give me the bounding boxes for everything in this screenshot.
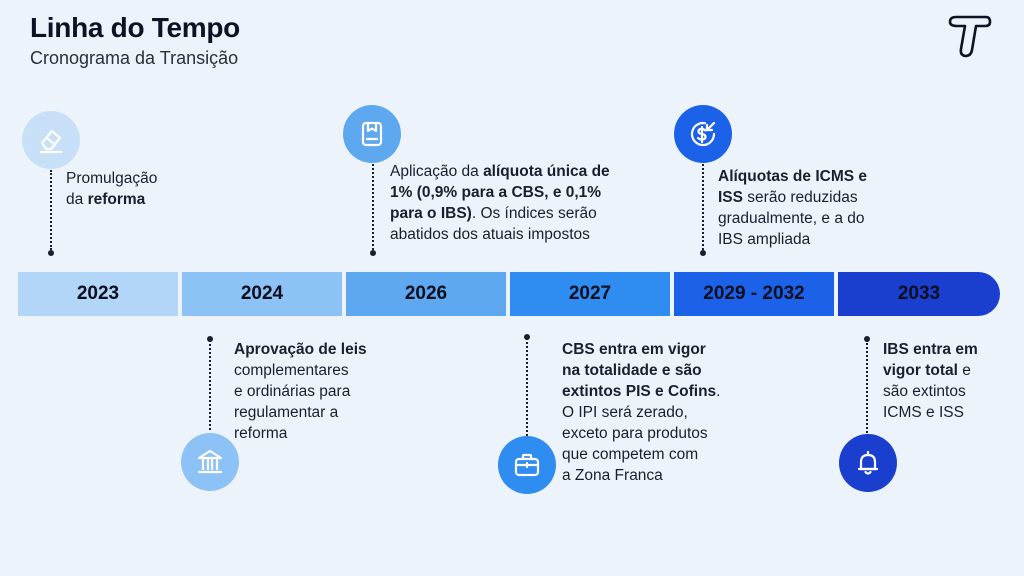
- event-2023-text: Promulgação da reforma: [66, 170, 158, 208]
- document-icon: [361, 121, 383, 147]
- timeline-bar-2029-2032: 2029 - 2032: [674, 272, 834, 316]
- year-label: 2024: [240, 283, 284, 304]
- connector-dot: [370, 250, 376, 256]
- timeline-bar-2027: 2027: [510, 272, 670, 316]
- bell-icon: [857, 450, 879, 475]
- timeline-bar-2026: 2026: [346, 272, 506, 316]
- eraser-icon: [39, 129, 63, 154]
- connector-line: [702, 164, 704, 250]
- timeline-bar-2024: 2024: [182, 272, 342, 316]
- bell-icon-circle: [839, 434, 897, 492]
- document-icon-circle: [343, 105, 401, 163]
- page-subtitle: Cronograma da Transição: [30, 48, 239, 68]
- event-2029-text: Alíquotas de ICMS e ISS serão reduzidas …: [718, 168, 867, 248]
- timeline-bar-2033: 2033: [838, 272, 1000, 316]
- connector-dot: [864, 336, 870, 342]
- connector-line: [209, 340, 211, 430]
- dollar-exchange-icon-circle: [674, 105, 732, 163]
- bank-icon-circle: [181, 433, 239, 491]
- briefcase-icon: [514, 453, 540, 477]
- event-2027-text: CBS entra em vigor na totalidade e são e…: [562, 341, 721, 484]
- connector-dot: [524, 334, 530, 340]
- year-label: 2023: [76, 283, 120, 304]
- briefcase-icon-circle: [498, 436, 556, 494]
- connector-dot: [700, 250, 706, 256]
- timeline-bar-2023: 2023: [18, 272, 178, 316]
- year-label: 2033: [897, 283, 941, 304]
- event-2024-text: Aprovação de leis complementares e ordin…: [234, 341, 367, 442]
- connector-dot: [48, 250, 54, 256]
- page-title: Linha do Tempo: [30, 12, 240, 43]
- connector-dot: [207, 336, 213, 342]
- event-2026-text: Aplicação da alíquota única de 1% (0,9% …: [390, 163, 610, 243]
- bank-icon: [197, 449, 223, 474]
- connector-line: [526, 338, 528, 436]
- dollar-exchange-icon: [690, 121, 716, 147]
- year-label: 2026: [404, 283, 448, 304]
- year-label: 2027: [568, 283, 612, 304]
- connector-line: [50, 170, 52, 250]
- eraser-icon-circle: [22, 111, 80, 169]
- connector-line: [372, 164, 374, 250]
- brand-logo-icon: [948, 15, 992, 58]
- year-label: 2029 - 2032: [703, 283, 805, 304]
- connector-line: [866, 340, 868, 436]
- event-2033-text: IBS entra em vigor total e são extintos …: [883, 341, 978, 421]
